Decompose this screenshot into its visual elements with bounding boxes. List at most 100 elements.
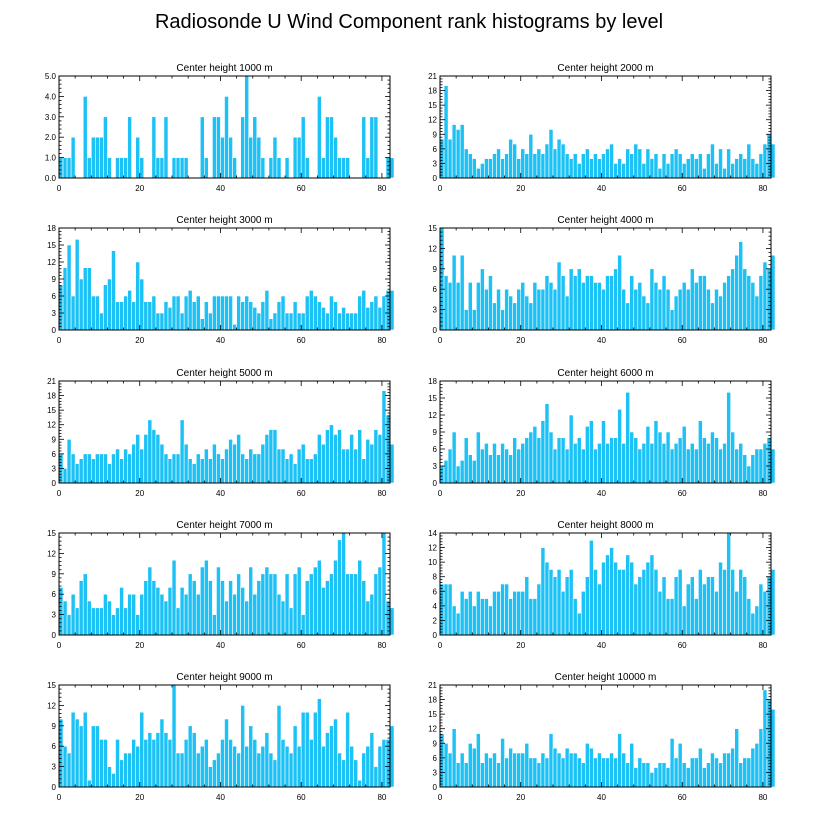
histogram-bar <box>657 288 663 331</box>
histogram-bar <box>685 767 691 788</box>
histogram-bar <box>183 739 189 788</box>
histogram-bar <box>488 454 493 484</box>
histogram-bar <box>665 288 671 331</box>
histogram-bar <box>123 295 128 331</box>
chart-panel: Center height 10000 m 0 3 6 9 12 15 18 21 0 20 40 60… <box>428 672 776 802</box>
histogram-bar <box>580 762 586 788</box>
histogram-bar <box>677 153 683 179</box>
histogram-bar <box>738 762 744 788</box>
histogram-bar <box>107 766 112 788</box>
histogram-bar <box>66 438 72 484</box>
histogram-bar <box>127 453 132 484</box>
histogram-bar <box>232 443 237 484</box>
histogram-bar <box>657 431 663 484</box>
histogram-bar <box>232 157 237 179</box>
histogram-bar <box>480 268 485 331</box>
histogram-bar <box>70 453 76 484</box>
histogram-bar <box>770 708 776 788</box>
histogram-bar <box>625 554 631 636</box>
histogram-bar <box>556 437 562 484</box>
histogram-bar <box>220 580 225 636</box>
histogram-bar <box>111 614 116 636</box>
histogram-bar <box>74 718 80 788</box>
histogram-bar <box>443 460 449 484</box>
histogram-bar <box>556 752 562 788</box>
histogram-bar <box>337 312 342 331</box>
histogram-bar <box>127 593 132 636</box>
histogram-bar <box>139 593 145 636</box>
chart-panel: Center height 8000 m 0 2 4 6 8 10 12 14 0 20 40 60 80 <box>428 520 776 650</box>
y-tick-label: 12 <box>47 258 56 267</box>
histogram-bar <box>252 116 258 179</box>
histogram-bar <box>292 136 298 179</box>
histogram-bar <box>673 295 679 331</box>
histogram-bar <box>508 138 513 179</box>
x-tick-label: 80 <box>377 336 386 345</box>
histogram-bar <box>228 136 233 179</box>
histogram-bar <box>540 153 546 179</box>
histogram-bar <box>95 295 100 331</box>
panel-title: Center height 6000 m <box>557 368 653 379</box>
histogram-bar <box>504 583 509 636</box>
y-tick-label: 18 <box>47 392 56 401</box>
histogram-bar <box>528 302 534 331</box>
histogram-bar <box>734 158 740 179</box>
histogram-bar <box>726 148 731 179</box>
x-tick-label: 60 <box>678 489 687 498</box>
histogram-bar <box>325 312 330 331</box>
histogram-bar <box>220 458 225 484</box>
histogram-bar <box>585 426 590 484</box>
histogram-bar <box>95 453 100 484</box>
histogram-bar <box>540 420 546 484</box>
histogram-bar <box>365 438 371 484</box>
histogram-bar <box>572 275 578 331</box>
histogram-bar <box>341 307 346 331</box>
histogram-bar <box>256 453 262 484</box>
histogram-bar <box>500 309 505 331</box>
histogram-bar <box>613 268 618 331</box>
histogram-bar <box>593 153 598 179</box>
histogram-bar <box>665 767 671 788</box>
histogram-bar <box>276 448 282 484</box>
y-tick-label: 0.0 <box>45 174 57 183</box>
histogram-bar <box>629 561 635 636</box>
histogram-bar <box>321 307 326 331</box>
histogram-bar <box>621 288 626 331</box>
histogram-bar <box>532 282 538 331</box>
histogram-bar <box>605 148 610 179</box>
histogram-bar <box>86 453 92 484</box>
histogram-bar <box>492 752 497 788</box>
histogram-bar <box>220 136 225 179</box>
histogram-bar <box>524 295 530 331</box>
histogram-bar <box>284 157 290 179</box>
figure-title: Radiosonde U Wind Component rank histogr… <box>155 11 663 33</box>
histogram-bar <box>742 268 748 331</box>
y-tick-label: 9 <box>433 130 438 139</box>
plot-frame <box>58 684 391 788</box>
x-tick-label: 20 <box>516 793 525 802</box>
histogram-bar <box>377 307 383 331</box>
histogram-bar <box>536 583 542 636</box>
histogram-bar <box>224 448 229 484</box>
histogram-bar <box>625 762 631 788</box>
histogram-bar <box>718 561 723 636</box>
y-tick-label: 6 <box>433 445 438 454</box>
y-tick-label: 15 <box>47 529 56 538</box>
histogram-bar <box>649 772 655 788</box>
histogram-bar <box>677 288 683 331</box>
histogram-bar <box>268 157 274 179</box>
histogram-bar <box>62 600 68 636</box>
histogram-bar <box>292 725 298 788</box>
histogram-bar <box>536 762 542 788</box>
histogram-bar <box>163 600 169 636</box>
histogram-bar <box>496 148 501 179</box>
histogram-bar <box>770 254 776 331</box>
plot-frame <box>58 75 391 179</box>
histogram-bar <box>304 295 310 331</box>
histogram-bar <box>552 747 558 788</box>
histogram-bar <box>544 757 550 788</box>
histogram-bar <box>337 752 342 788</box>
histogram-bar <box>480 762 485 788</box>
histogram-bar <box>333 559 338 636</box>
histogram-bar <box>693 757 699 788</box>
